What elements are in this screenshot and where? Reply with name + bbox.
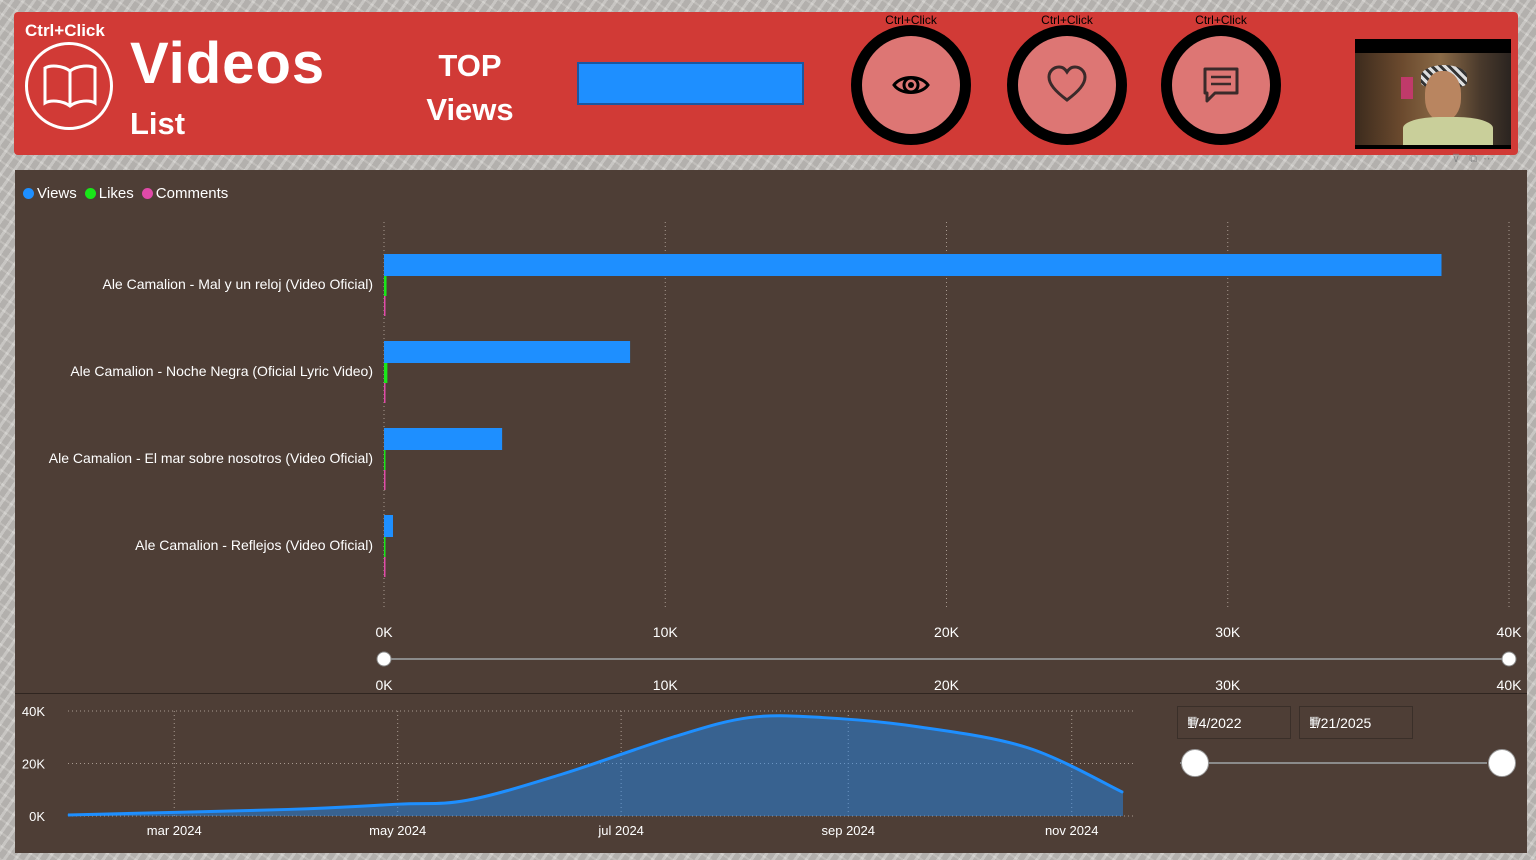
y-tick-label: 40K: [22, 704, 45, 719]
x-tick-label: sep 2024: [822, 823, 876, 838]
bar-views: [384, 341, 631, 363]
date-range-start-handle[interactable]: [1181, 749, 1209, 777]
y-tick-label: 0K: [29, 809, 45, 824]
comment-icon: [1203, 67, 1239, 103]
area-fill: [68, 715, 1123, 816]
end-date-value: 1/21/2025: [1309, 715, 1372, 731]
bar-views: [384, 515, 393, 537]
area-line: [67, 714, 1124, 817]
legend-dot-comments: [141, 188, 153, 199]
x-tick-label: jul 2024: [597, 823, 644, 838]
x-tick-label: 30K: [1215, 624, 1241, 640]
data-point: [67, 814, 69, 816]
category-label: Ale Camalion - Mal y un reloj (Video Ofi…: [102, 276, 373, 292]
heart-icon: [1047, 65, 1087, 102]
slider-tick-label: 30K: [1215, 677, 1241, 693]
calendar-icon[interactable]: ▦: [1187, 715, 1198, 727]
data-point: [1027, 747, 1029, 749]
data-point: [822, 717, 824, 719]
data-point: [748, 717, 750, 719]
book-icon: [43, 64, 97, 108]
legend-dot-views: [23, 188, 34, 199]
data-point: [562, 773, 564, 775]
top-views-label: TOP Views: [400, 44, 540, 132]
start-date-input[interactable]: 1/4/2022 ▦: [1177, 706, 1291, 739]
start-date-value: 1/4/2022: [1187, 715, 1242, 731]
top-label-line-1: TOP: [438, 48, 502, 83]
data-point: [287, 808, 289, 810]
bar-likes: [384, 276, 387, 296]
date-range-end-handle[interactable]: [1488, 749, 1516, 777]
likes-button[interactable]: [1007, 25, 1127, 145]
likes-button-face: [1018, 36, 1116, 134]
slider-tick-label: 20K: [934, 677, 960, 693]
category-label: Ale Camalion - Noche Negra (Oficial Lyri…: [70, 363, 373, 379]
range-slider-max-handle: [1501, 651, 1517, 667]
x-tick-label: nov 2024: [1045, 823, 1099, 838]
legend-label-views: Views: [37, 185, 77, 202]
ctrl-click-hint: Ctrl+Click: [25, 21, 105, 40]
calendar-icon[interactable]: ▦: [1309, 715, 1320, 727]
data-point: [397, 803, 399, 805]
end-date-input[interactable]: 1/21/2025 ▦: [1299, 706, 1413, 739]
x-tick-label: 40K: [1497, 624, 1523, 640]
date-range-track[interactable]: [1180, 762, 1487, 764]
slider-tick-label: 0K: [375, 677, 393, 693]
views-button-face: [862, 36, 960, 134]
eye-icon: [892, 76, 930, 94]
comments-button-face: [1172, 36, 1270, 134]
x-tick-label: may 2024: [369, 823, 426, 838]
data-point: [671, 736, 673, 738]
likes-button-caption: Ctrl+Click: [1041, 13, 1093, 27]
bar-chart: 0K 10K 20K 30K 40K Ale Camalion - Mal y un re…: [49, 222, 1523, 693]
selection-indicator[interactable]: [577, 62, 804, 105]
chart-panel: Views Likes Comments 0K 10K 20K 30K 40K Ale C…: [15, 170, 1527, 853]
x-tick-label: 0K: [375, 624, 393, 640]
chart-legend: Views Likes Comments: [23, 185, 228, 202]
y-tick-label: 20K: [22, 757, 45, 772]
bar-views: [384, 428, 503, 450]
page-subtitle: List: [130, 106, 186, 141]
bar-comments: [384, 383, 386, 403]
category-label: Ale Camalion - Reflejos (Video Oficial): [135, 537, 373, 553]
x-tick-label: mar 2024: [147, 823, 202, 838]
slider-tick-label: 40K: [1497, 677, 1523, 693]
legend-dot-likes: [84, 188, 96, 199]
views-button[interactable]: [851, 25, 971, 145]
data-point: [1122, 791, 1124, 793]
legend-comments[interactable]: Comments: [141, 185, 229, 202]
x-tick-label: 20K: [934, 624, 960, 640]
bar-comments: [384, 470, 386, 490]
visual-header-tools[interactable]: ⊽ ⧉ ⋯: [1452, 153, 1495, 165]
views-button-caption: Ctrl+Click: [885, 13, 937, 27]
bar-views: [384, 254, 1442, 276]
x-tick-label: 10K: [653, 624, 679, 640]
comments-button[interactable]: [1161, 25, 1281, 145]
slider-tick-label: 10K: [653, 677, 679, 693]
bar-likes: [384, 363, 388, 383]
bar-comments: [384, 557, 386, 577]
area-chart: 0K 20K 40K mar 2024 may 2024 jul 2024 sep 2024…: [22, 704, 1133, 838]
bar-likes: [384, 537, 386, 557]
legend-label-likes: Likes: [98, 185, 134, 202]
panel-divider: [15, 693, 1527, 694]
bar-likes: [384, 450, 386, 470]
range-slider-min-handle: [376, 651, 392, 667]
legend-label-comments: Comments: [155, 185, 229, 202]
page-title: Videos: [130, 31, 326, 96]
data-point: [917, 726, 919, 728]
top-label-line-2: Views: [426, 92, 514, 127]
legend-likes[interactable]: Likes: [84, 185, 134, 202]
video-thumbnail[interactable]: [1355, 39, 1511, 149]
book-button[interactable]: [25, 42, 113, 130]
data-point: [466, 799, 468, 801]
comments-button-caption: Ctrl+Click: [1195, 13, 1247, 27]
bar-comments: [384, 296, 386, 316]
thumbnail-scene: [1355, 53, 1511, 145]
category-label: Ale Camalion - El mar sobre nosotros (Vi…: [49, 450, 373, 466]
legend-views[interactable]: Views: [23, 185, 77, 202]
